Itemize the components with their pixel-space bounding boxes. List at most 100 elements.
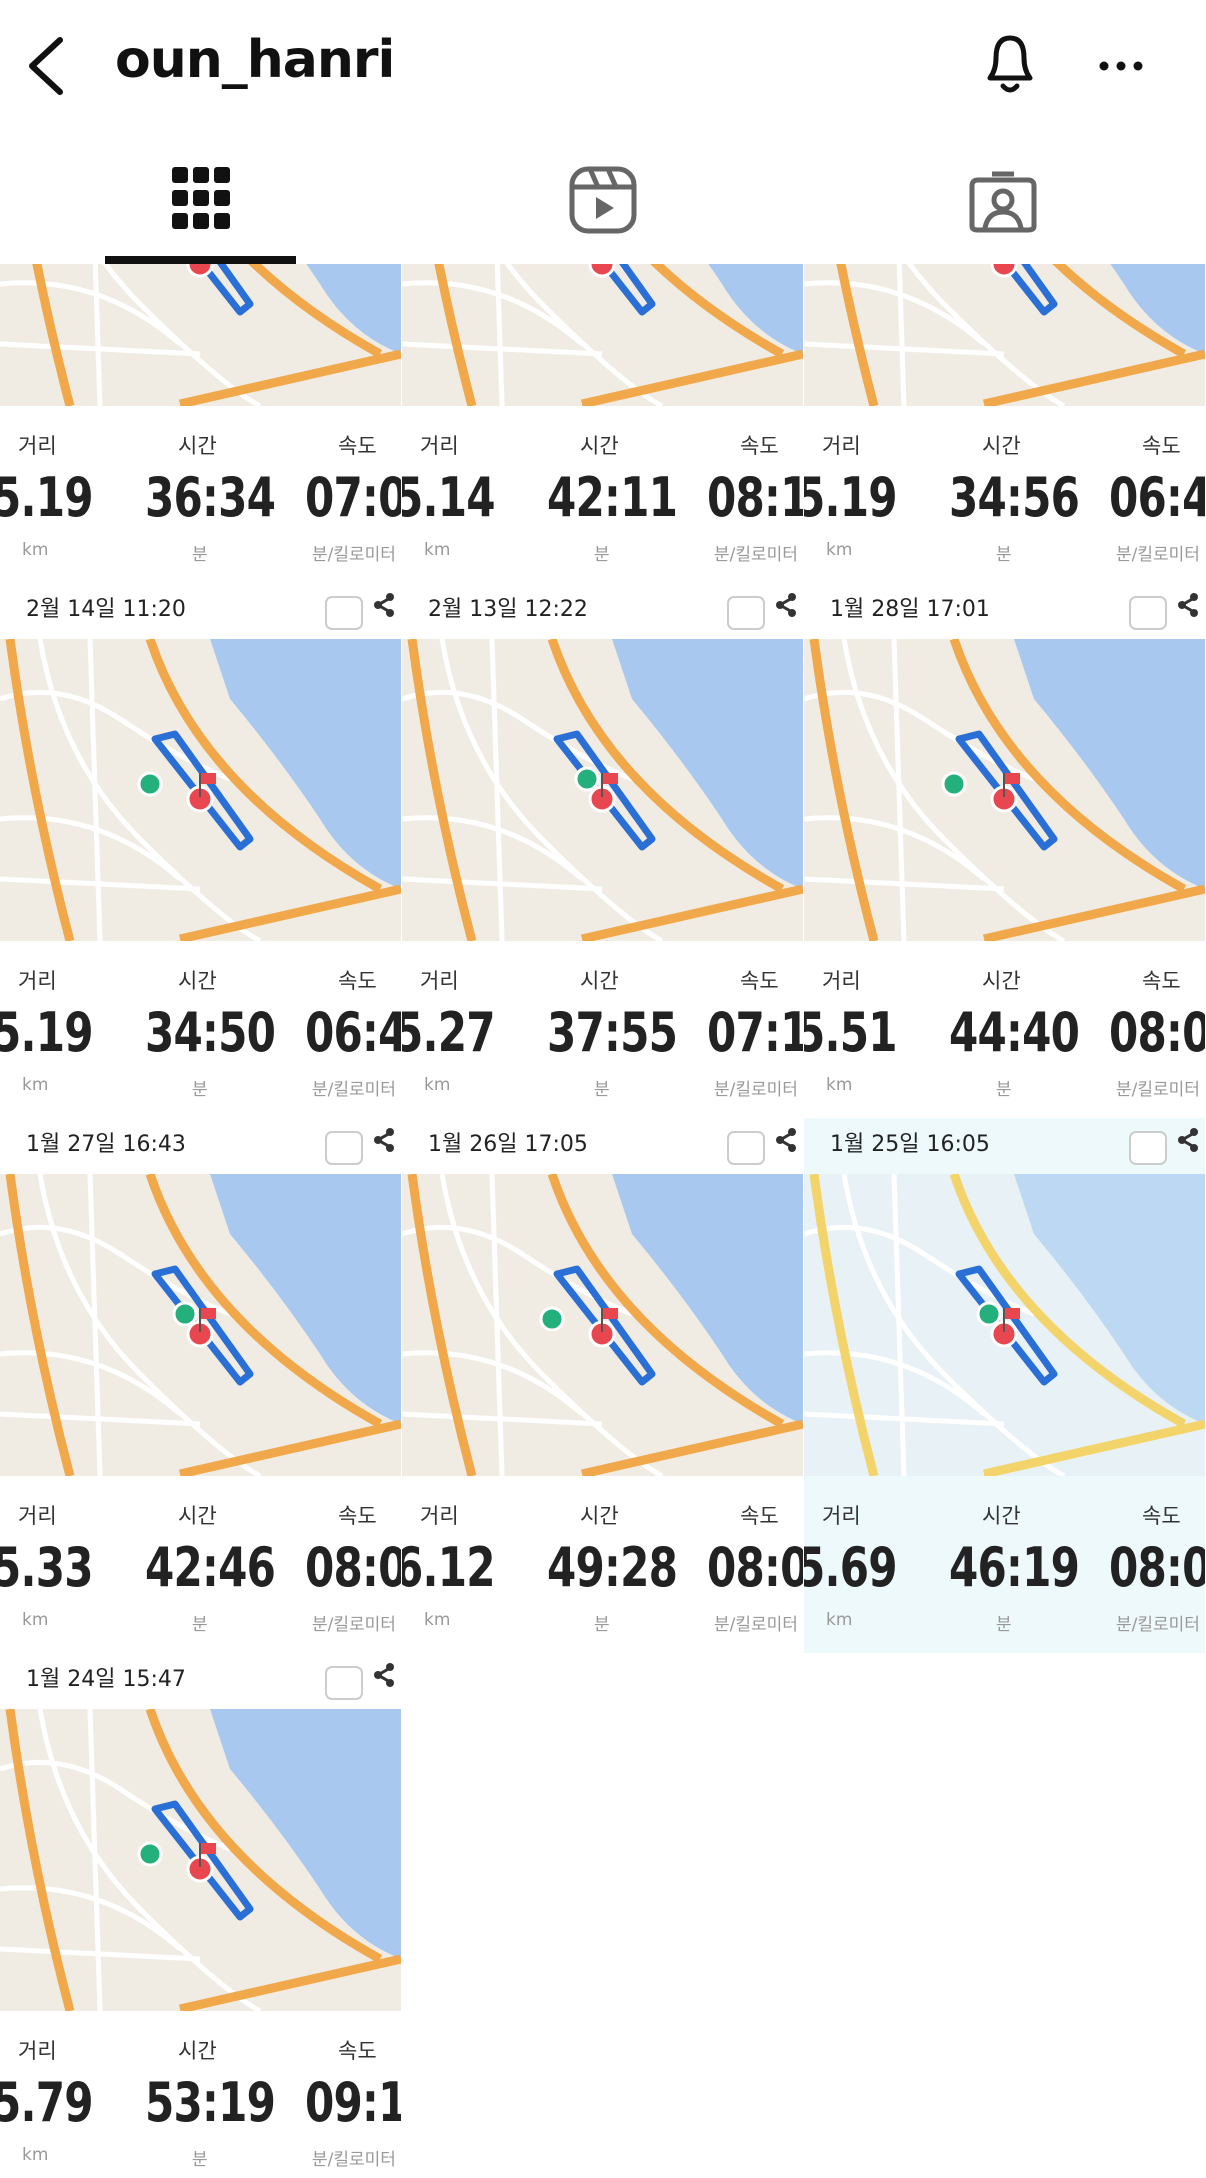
time-unit: 분 — [996, 545, 1012, 565]
speed-value: 08:0 — [305, 1536, 401, 1599]
distance-label: 거리 — [822, 969, 861, 993]
speed-value: 06:4 — [305, 1001, 401, 1064]
tile-actions — [727, 1128, 796, 1165]
speed-value: 08:0 — [1109, 1001, 1205, 1064]
time-value: 46:19 — [949, 1536, 1080, 1599]
distance-value: 5.14 — [402, 466, 496, 529]
speed-unit: 분/킬로미터 — [312, 545, 396, 565]
run-date: 1월 26일 17:05 — [428, 1132, 588, 1157]
tagged-tab[interactable] — [968, 168, 1038, 234]
speed-label: 속도 — [1142, 1504, 1181, 1528]
time-label: 시간 — [178, 1504, 217, 1528]
time-value: 34:56 — [949, 466, 1080, 529]
distance-label: 거리 — [822, 434, 861, 458]
distance-unit: km — [22, 1610, 49, 1630]
notifications-button[interactable] — [978, 30, 1042, 100]
speed-label: 속도 — [1142, 434, 1181, 458]
time-unit: 분 — [192, 545, 208, 565]
route-map — [0, 1709, 401, 2011]
route-map — [402, 264, 803, 406]
speed-unit: 분/킬로미터 — [1116, 545, 1200, 565]
time-value: 44:40 — [949, 1001, 1080, 1064]
post-tile[interactable]: 1월 28일 17:01 거리 시간 속도 5.51 44:40 08:0 km 분 분/킬로미터 — [804, 583, 1205, 1118]
time-unit: 분 — [594, 1080, 610, 1100]
time-value: 42:11 — [547, 466, 678, 529]
time-label: 시간 — [580, 1504, 619, 1528]
more-button[interactable] — [1096, 54, 1150, 78]
distance-unit: km — [826, 1075, 853, 1095]
route-map — [0, 264, 401, 406]
speed-unit: 분/킬로미터 — [1116, 1615, 1200, 1635]
reels-tab[interactable] — [568, 165, 638, 235]
post-tile[interactable]: 1월 27일 16:43 거리 시간 속도 5.33 42:46 08:0 km 분 분/킬로미터 — [0, 1118, 401, 1653]
username: oun_hanri — [115, 30, 395, 90]
grid-tab[interactable] — [170, 165, 232, 233]
speed-value: 08:0 — [1109, 1536, 1205, 1599]
speed-unit: 분/킬로미터 — [714, 1615, 798, 1635]
post-tile[interactable]: 1월 24일 15:47 거리 시간 속도 5.79 53:19 09:1 km 분 분/킬로미터 — [0, 1653, 401, 2178]
speed-unit: 분/킬로미터 — [1116, 1080, 1200, 1100]
speed-unit: 분/킬로미터 — [714, 1080, 798, 1100]
time-label: 시간 — [580, 434, 619, 458]
tile-actions — [1129, 593, 1198, 630]
speed-unit: 분/킬로미터 — [714, 545, 798, 565]
distance-unit: km — [22, 1075, 49, 1095]
speed-label: 속도 — [338, 2039, 377, 2063]
distance-unit: km — [424, 1610, 451, 1630]
speed-unit: 분/킬로미터 — [312, 1615, 396, 1635]
post-tile[interactable]: 1월 26일 17:05 거리 시간 속도 6.12 49:28 08:0 km 분 분/킬로미터 — [402, 1118, 803, 1653]
run-date: 1월 24일 15:47 — [26, 1667, 186, 1692]
distance-value: 5.19 — [0, 466, 94, 529]
back-button[interactable] — [22, 36, 68, 96]
distance-unit: km — [424, 540, 451, 560]
distance-unit: km — [826, 540, 853, 560]
speed-label: 속도 — [338, 969, 377, 993]
post-tile[interactable]: 거리 시간 속도 5.19 34:56 06:4 km 분 분/킬로미터 — [804, 264, 1205, 583]
time-unit: 분 — [996, 1080, 1012, 1100]
speed-label: 속도 — [740, 434, 779, 458]
post-grid: 거리 시간 속도 5.19 36:34 07:0 km 분 분/킬로미터 거리 시간 속도 5.14 4… — [0, 264, 1206, 2178]
distance-unit: km — [826, 1610, 853, 1630]
post-tile[interactable]: 거리 시간 속도 5.19 36:34 07:0 km 분 분/킬로미터 — [0, 264, 401, 583]
post-tile[interactable]: 거리 시간 속도 5.14 42:11 08:1 km 분 분/킬로미터 — [402, 264, 803, 583]
distance-value: 5.19 — [0, 1001, 94, 1064]
distance-unit: km — [22, 540, 49, 560]
time-value: 37:55 — [547, 1001, 678, 1064]
time-unit: 분 — [192, 1615, 208, 1635]
speed-label: 속도 — [338, 1504, 377, 1528]
distance-label: 거리 — [18, 1504, 57, 1528]
distance-label: 거리 — [18, 969, 57, 993]
speed-value: 08:0 — [707, 1536, 803, 1599]
run-date: 2월 13일 12:22 — [428, 597, 588, 622]
speed-value: 06:4 — [1109, 466, 1205, 529]
distance-label: 거리 — [420, 434, 459, 458]
active-tab-indicator — [105, 256, 296, 264]
time-label: 시간 — [982, 1504, 1021, 1528]
time-value: 42:46 — [145, 1536, 276, 1599]
post-tile[interactable]: 1월 25일 16:05 거리 시간 속도 5.69 46:19 08:0 km 분 분/킬로미터 — [804, 1118, 1205, 1653]
speed-label: 속도 — [740, 1504, 779, 1528]
distance-label: 거리 — [822, 1504, 861, 1528]
run-date: 1월 27일 16:43 — [26, 1132, 186, 1157]
time-label: 시간 — [982, 969, 1021, 993]
time-unit: 분 — [594, 1615, 610, 1635]
time-label: 시간 — [580, 969, 619, 993]
time-value: 53:19 — [145, 2071, 276, 2134]
distance-label: 거리 — [420, 969, 459, 993]
speed-unit: 분/킬로미터 — [312, 2150, 396, 2170]
route-map — [804, 639, 1205, 941]
post-tile[interactable]: 2월 14일 11:20 거리 시간 속도 5.19 34:50 06:4 km 분 분/킬로미터 — [0, 583, 401, 1118]
route-map — [402, 1174, 803, 1476]
time-unit: 분 — [996, 1615, 1012, 1635]
distance-unit: km — [424, 1075, 451, 1095]
distance-label: 거리 — [18, 2039, 57, 2063]
time-value: 49:28 — [547, 1536, 678, 1599]
speed-unit: 분/킬로미터 — [312, 1080, 396, 1100]
time-label: 시간 — [178, 2039, 217, 2063]
speed-value: 07:1 — [707, 1001, 803, 1064]
post-tile[interactable]: 2월 13일 12:22 거리 시간 속도 5.27 37:55 07:1 km 분 분/킬로미터 — [402, 583, 803, 1118]
distance-value: 5.27 — [402, 1001, 496, 1064]
distance-value: 5.51 — [804, 1001, 898, 1064]
speed-label: 속도 — [338, 434, 377, 458]
